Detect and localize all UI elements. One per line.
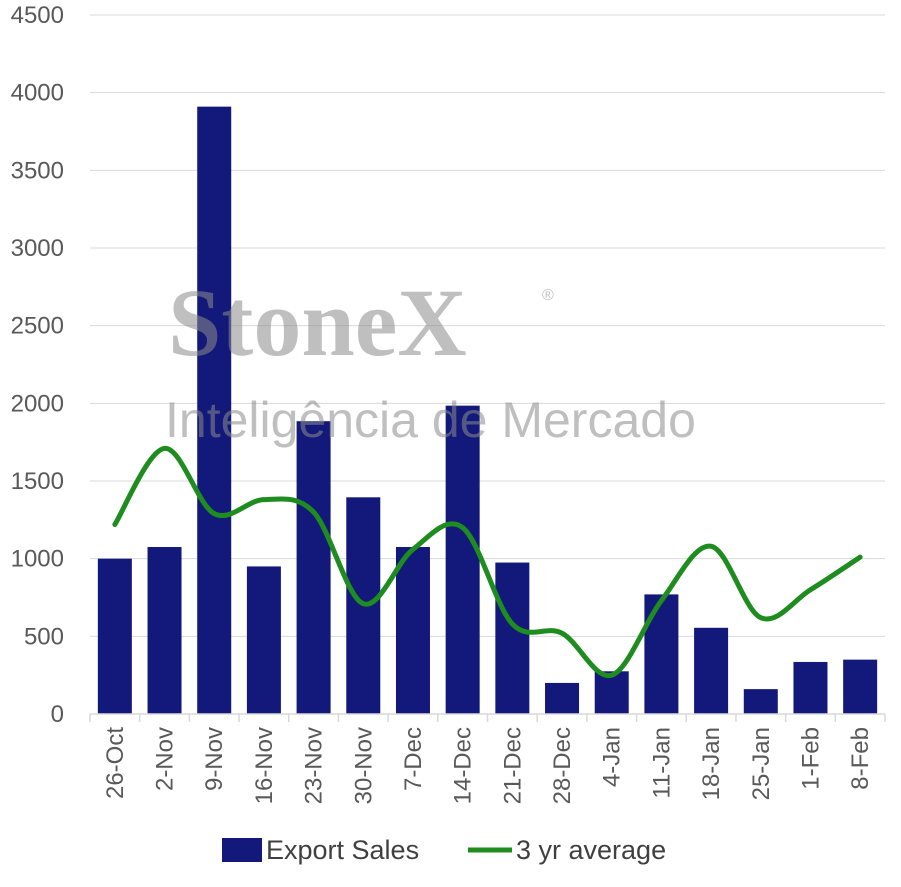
bar (545, 682, 580, 714)
y-tick-label: 1000 (11, 546, 64, 573)
x-tick-label: 1-Feb (797, 727, 824, 790)
watermark-brand: StoneX (168, 269, 467, 376)
series-line-3yr-average (112, 445, 863, 678)
bar (843, 659, 878, 714)
x-tick-label: 23-Nov (301, 727, 328, 804)
y-tick-label: 2500 (11, 313, 64, 340)
x-tick-label: 11-Jan (648, 727, 675, 799)
bar-series (97, 106, 878, 714)
bar (395, 547, 430, 714)
bar (197, 106, 232, 714)
bar (644, 594, 679, 714)
y-tick-label: 4500 (11, 2, 64, 29)
watermark: StoneX ® Inteligência de Mercado (165, 269, 696, 448)
bar (445, 405, 480, 714)
x-tick-label: 2-Nov (152, 727, 179, 791)
y-tick-label: 3500 (11, 157, 64, 184)
legend-label-export-sales: Export Sales (266, 835, 419, 865)
x-tick-label: 4-Jan (599, 727, 626, 787)
x-tick-label: 7-Dec (400, 727, 427, 791)
bar (147, 547, 182, 714)
x-tick-label: 28-Dec (549, 727, 576, 804)
bar (694, 627, 729, 714)
x-tick-label: 8-Feb (847, 727, 874, 790)
watermark-tagline: Inteligência de Mercado (165, 392, 696, 448)
watermark-registered: ® (542, 287, 554, 304)
x-tick-label: 14-Dec (450, 727, 477, 804)
bar (296, 421, 331, 714)
x-tick-label: 30-Nov (350, 727, 377, 804)
bar (97, 558, 132, 714)
y-tick-label: 4000 (11, 80, 64, 107)
legend: Export Sales 3 yr average (222, 835, 666, 865)
legend-swatch-export-sales (222, 838, 262, 862)
x-axis-ticks: 26-Oct 2-Nov 9-Nov 16-Nov 23-Nov 30-Nov 7-Dec 1… (89, 714, 886, 804)
y-tick-label: 0 (51, 701, 64, 728)
x-tick-label: 21-Dec (499, 727, 526, 804)
x-tick-label: 18-Jan (698, 727, 725, 800)
y-axis-ticks: 0 500 1000 1500 2000 2500 3000 3500 4000 4500 (11, 2, 64, 728)
legend-label-3yr-average: 3 yr average (516, 835, 666, 865)
bar (594, 671, 629, 714)
x-tick-label: 16-Nov (251, 727, 278, 804)
bar (246, 566, 281, 714)
y-tick-label: 500 (24, 623, 64, 650)
bar (793, 661, 828, 714)
x-tick-label: 25-Jan (748, 727, 775, 800)
x-tick-label: 9-Nov (201, 727, 228, 791)
bar (495, 562, 530, 714)
bar (743, 689, 778, 714)
y-tick-label: 2000 (11, 390, 64, 417)
y-tick-label: 1500 (11, 468, 64, 495)
x-tick-label: 26-Oct (102, 727, 129, 799)
y-tick-label: 3000 (11, 235, 64, 262)
